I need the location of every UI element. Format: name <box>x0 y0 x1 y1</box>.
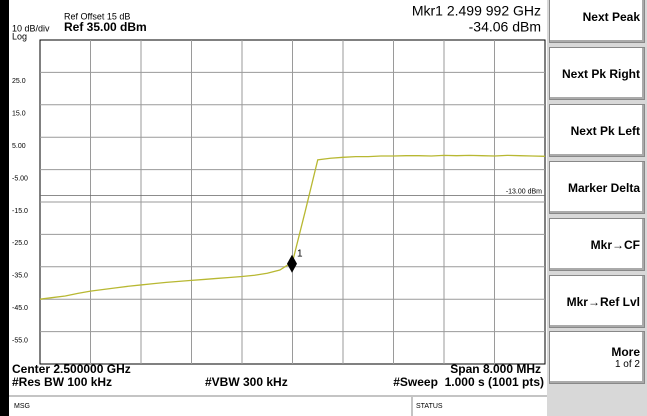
y-tick-label: -25.0 <box>12 240 28 247</box>
softkey-panel: Next Peak Next Pk Right Next Pk Left Marker… <box>547 0 647 416</box>
left-bezel <box>0 0 9 416</box>
vbw: #VBW 300 kHz <box>205 375 288 389</box>
display-line-label: -13.00 dBm <box>506 188 542 195</box>
marker-label: 1 <box>297 248 303 259</box>
scale: 10 dB/div <box>12 23 50 33</box>
y-tick-label: 5.00 <box>12 143 26 150</box>
scale-type: Log <box>12 31 27 41</box>
softkey-label: Mkr→CF <box>590 237 640 252</box>
y-tick-label: -15.0 <box>12 208 28 215</box>
ref-level: Ref 35.00 dBm <box>64 20 147 34</box>
sweep: #Sweep 1.000 s (1001 pts) <box>393 375 544 389</box>
trace-display: Ref Offset 15 dB 10 dB/div Log Ref 35.00… <box>0 0 547 416</box>
softkey[interactable]: Next Pk Left <box>549 104 645 157</box>
y-tick-label: 15.0 <box>12 111 26 118</box>
softkey-label: Next Pk Left <box>570 123 640 138</box>
status-label: STATUS <box>416 403 443 410</box>
softkey[interactable]: Marker Delta <box>549 161 645 214</box>
span: Span 8.000 MHz <box>450 362 541 376</box>
ref-offset: Ref Offset 15 dB <box>64 11 130 21</box>
rbw: #Res BW 100 kHz <box>12 375 112 389</box>
marker-level: -34.06 dBm <box>469 19 541 35</box>
marker <box>286 254 297 273</box>
softkey-sublabel: 1 of 2 <box>614 359 640 370</box>
softkey-label: Mkr→Ref Lvl <box>566 294 640 309</box>
softkey[interactable]: Next Pk Right <box>549 47 645 100</box>
marker-readout: Mkr1 2.499 992 GHz <box>412 3 541 19</box>
softkey-label: Marker Delta <box>567 180 640 195</box>
y-tick-label: -35.0 <box>12 273 28 280</box>
softkey-label: Next Peak <box>582 9 640 24</box>
softkey[interactable]: Mkr→CF <box>549 218 645 271</box>
y-tick-label: -45.0 <box>12 305 28 312</box>
softkey[interactable]: Mkr→Ref Lvl <box>549 275 645 328</box>
y-tick-label: 25.0 <box>12 78 26 85</box>
softkey[interactable]: Next Peak <box>549 0 645 43</box>
softkey[interactable]: More 1 of 2 <box>549 331 645 384</box>
softkey-label: More <box>611 345 640 359</box>
msg-label: MSG <box>14 403 30 410</box>
center-freq: Center 2.500000 GHz <box>12 362 131 376</box>
y-tick-label: -5.00 <box>12 175 28 182</box>
y-tick-label: -55.0 <box>12 337 28 344</box>
softkey-label: Next Pk Right <box>561 66 640 81</box>
